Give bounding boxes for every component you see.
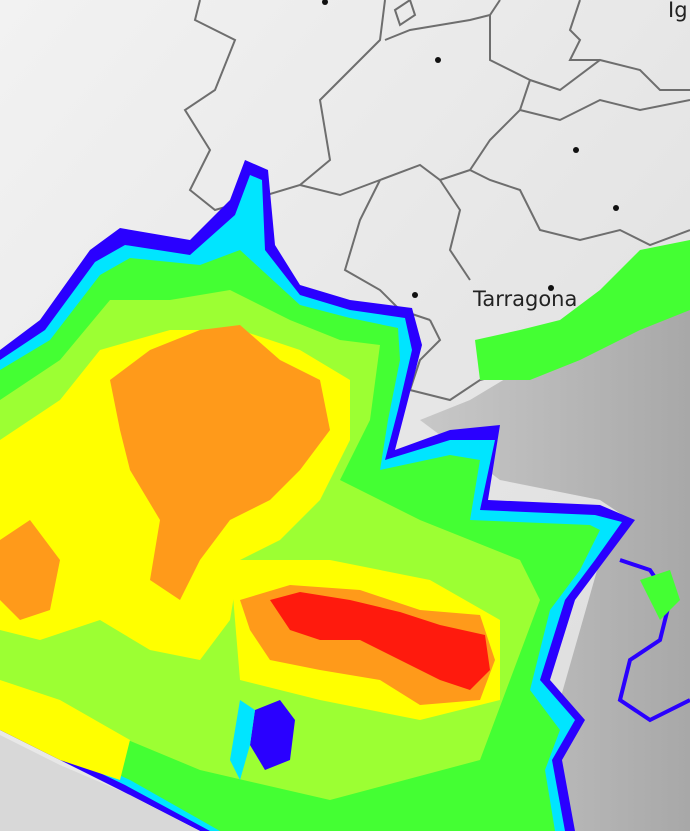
city-dot [548,285,554,291]
radar-reflectivity [0,160,690,831]
city-dot [573,147,579,153]
rain-orange-west [0,520,60,620]
city-dot [412,292,418,298]
rain-east-blue [617,558,690,723]
city-label-tarragona: Tarragona [473,287,578,311]
city-dot [435,57,441,63]
rain-hole-cyan [230,700,255,780]
rain-red [270,592,490,690]
city-markers [322,0,619,298]
city-label-top-right: Ig [668,0,688,22]
rain-orange-north [110,325,330,600]
rain-green-coastal [475,240,690,380]
rain-yellow-bottom [0,680,130,780]
city-dot [322,0,328,5]
city-dot [613,205,619,211]
dry-land-bottom-left [0,735,200,831]
rain-hole-blue [250,700,295,770]
rain-east-green [640,570,680,620]
